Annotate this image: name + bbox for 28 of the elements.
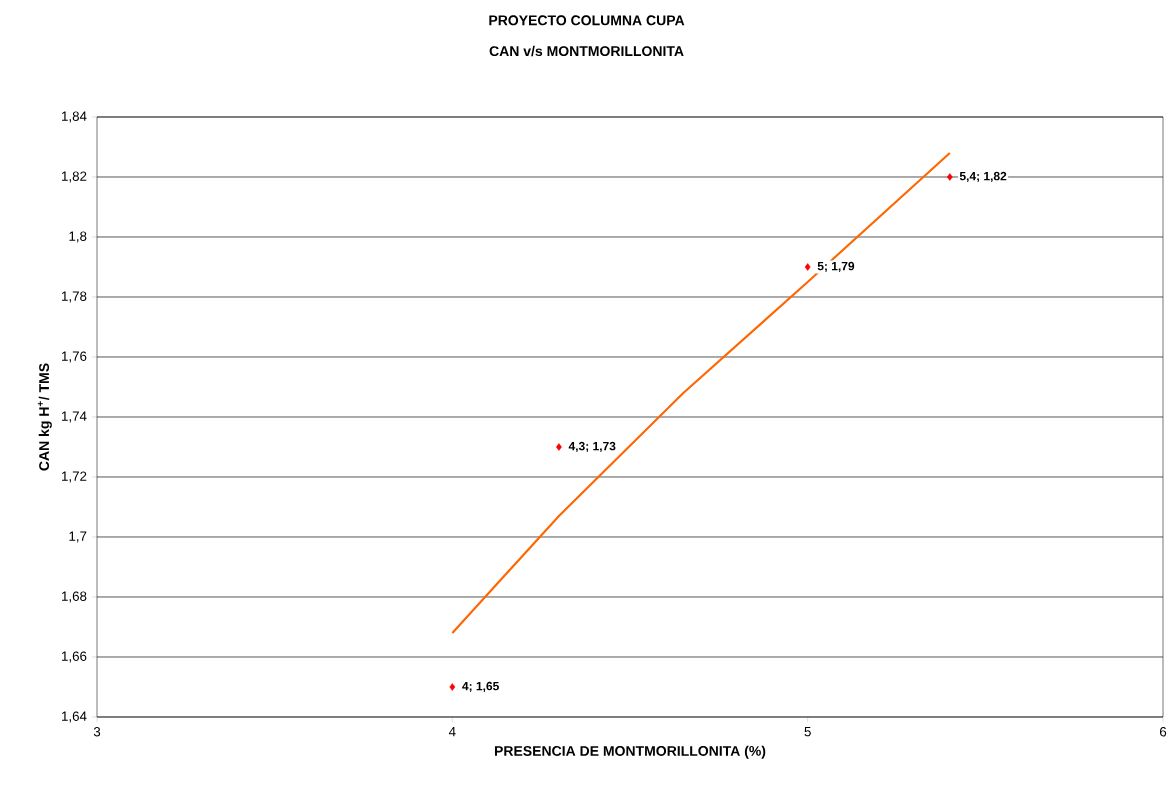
point <box>946 173 953 181</box>
y-tick-label: 1,8 <box>69 231 87 243</box>
data-label: 4; 1,65 <box>462 681 499 693</box>
x-tick-label: 5 <box>804 727 811 737</box>
data-label: 5,4; 1,82 <box>959 171 1007 183</box>
chart-subtitle: CAN v/s MONTMORILLONITA <box>489 45 684 57</box>
x-tick-label: 6 <box>1159 727 1167 737</box>
y-axis-title: CAN kg H$^{+}$/ TMS <box>37 363 52 471</box>
y-tick-label: 1,68 <box>62 591 87 603</box>
y-tick-label: 1,64 <box>62 711 87 723</box>
y-tick-label: 1,76 <box>62 351 87 363</box>
y-tick-label: 1,72 <box>62 471 87 483</box>
x-axis-title: PRESENCIA DE MONTMORILLONITA (%) <box>494 745 766 759</box>
y-tick-label: 1,84 <box>62 111 87 123</box>
line-series <box>451 151 951 635</box>
point <box>804 263 811 271</box>
y-tick-label: 1,78 <box>62 291 87 303</box>
y-tick-label: 1,7 <box>69 531 87 543</box>
y-tick-label: 1,74 <box>62 411 87 423</box>
y-tick-label: 1,66 <box>62 651 87 663</box>
point <box>556 443 562 451</box>
x-tick-label: 3 <box>93 727 101 737</box>
point <box>449 683 456 691</box>
chart-title: PROYECTO COLUMNA CUPA <box>489 15 685 26</box>
x-tick-label: 4 <box>448 727 456 737</box>
data-label: 4,3; 1,73 <box>568 441 616 453</box>
y-tick-label: 1,82 <box>62 171 87 183</box>
data-label: 5; 1,79 <box>817 261 855 273</box>
